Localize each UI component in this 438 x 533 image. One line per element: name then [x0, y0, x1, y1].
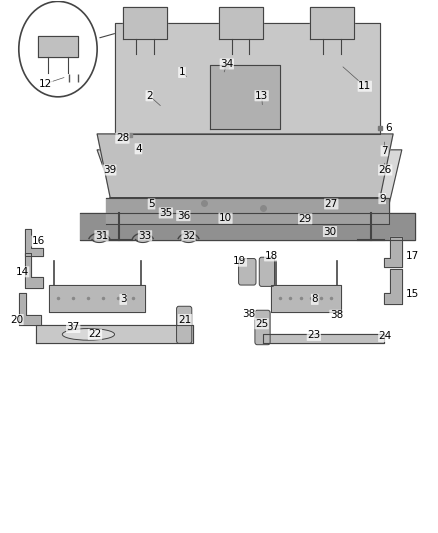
Text: 28: 28 [116, 133, 129, 143]
Polygon shape [25, 253, 43, 288]
Polygon shape [385, 237, 402, 266]
FancyBboxPatch shape [239, 259, 256, 285]
Text: 21: 21 [178, 314, 192, 325]
Text: 39: 39 [102, 165, 116, 175]
Text: 16: 16 [32, 236, 45, 246]
Polygon shape [311, 7, 354, 38]
Text: 38: 38 [242, 309, 255, 319]
Text: 19: 19 [233, 256, 247, 266]
Text: 31: 31 [95, 231, 108, 241]
Text: 36: 36 [177, 211, 190, 221]
Text: 24: 24 [378, 332, 392, 342]
Text: 23: 23 [307, 330, 321, 341]
FancyBboxPatch shape [255, 310, 270, 345]
Polygon shape [385, 269, 402, 304]
Text: 1: 1 [179, 68, 185, 77]
Polygon shape [25, 229, 43, 256]
Text: 14: 14 [16, 267, 29, 277]
Polygon shape [80, 214, 415, 240]
Ellipse shape [62, 328, 115, 340]
FancyBboxPatch shape [259, 257, 275, 286]
Text: 25: 25 [255, 319, 268, 329]
Text: 15: 15 [406, 289, 419, 299]
Text: 12: 12 [39, 78, 53, 88]
Polygon shape [97, 150, 402, 224]
Text: 5: 5 [148, 199, 155, 209]
Polygon shape [271, 285, 341, 312]
Text: 35: 35 [159, 208, 173, 218]
Polygon shape [36, 325, 193, 343]
Text: 6: 6 [385, 123, 392, 133]
Text: 22: 22 [88, 329, 102, 340]
Polygon shape [97, 134, 393, 198]
Text: 38: 38 [330, 310, 343, 320]
Text: 34: 34 [220, 59, 233, 69]
Text: 20: 20 [10, 314, 23, 325]
Text: 3: 3 [120, 294, 127, 304]
Text: 7: 7 [381, 146, 388, 156]
Text: 9: 9 [379, 193, 385, 204]
Polygon shape [49, 285, 145, 312]
Text: 11: 11 [358, 81, 371, 91]
Text: 37: 37 [67, 322, 80, 333]
Polygon shape [262, 334, 385, 343]
Text: 26: 26 [378, 165, 392, 175]
Polygon shape [106, 198, 389, 224]
Text: 30: 30 [323, 227, 336, 237]
Text: 8: 8 [311, 294, 318, 304]
Polygon shape [123, 7, 167, 38]
Text: 17: 17 [406, 251, 419, 261]
Polygon shape [115, 22, 380, 134]
Text: 4: 4 [135, 144, 142, 154]
Polygon shape [39, 36, 78, 57]
Text: 27: 27 [325, 199, 338, 209]
Polygon shape [210, 65, 280, 128]
Text: 2: 2 [146, 91, 153, 101]
Text: 29: 29 [299, 214, 312, 224]
Text: 32: 32 [182, 231, 195, 241]
Text: 33: 33 [138, 231, 152, 241]
Polygon shape [219, 7, 262, 38]
Text: 10: 10 [219, 213, 232, 223]
Text: 13: 13 [255, 91, 268, 101]
FancyBboxPatch shape [177, 306, 192, 343]
Polygon shape [19, 293, 41, 325]
Text: 18: 18 [265, 251, 278, 261]
